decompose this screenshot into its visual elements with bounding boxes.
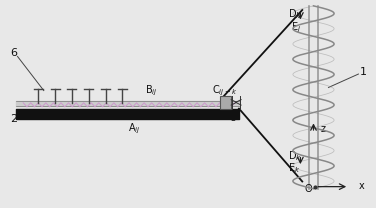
- Bar: [220, 96, 231, 109]
- Text: E$_j$: E$_j$: [291, 20, 301, 35]
- Text: C$_{ij-k}$: C$_{ij-k}$: [212, 83, 238, 98]
- Text: 1: 1: [360, 67, 367, 77]
- Text: x: x: [358, 181, 364, 191]
- Text: D$_k$: D$_k$: [288, 149, 302, 163]
- Text: A$_{ij}$: A$_{ij}$: [128, 122, 141, 136]
- Text: E$_k$: E$_k$: [288, 161, 301, 175]
- Text: D$_k$: D$_k$: [288, 7, 302, 21]
- Text: 2: 2: [10, 114, 17, 125]
- Text: s: s: [231, 113, 236, 124]
- Text: z: z: [321, 124, 326, 134]
- Text: O: O: [304, 184, 312, 194]
- Text: B$_{ij}$: B$_{ij}$: [145, 83, 158, 98]
- Text: 6: 6: [10, 48, 17, 58]
